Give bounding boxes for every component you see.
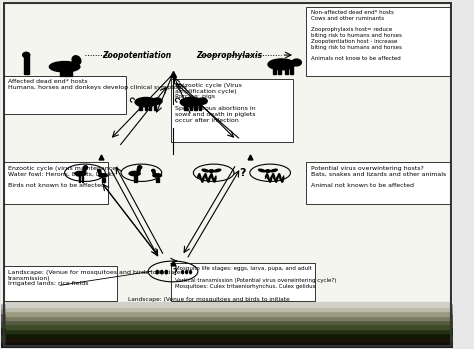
Ellipse shape [153, 174, 162, 177]
Text: Zooprophylaxis: Zooprophylaxis [196, 51, 263, 60]
FancyBboxPatch shape [4, 162, 108, 204]
Text: Potential virus overwintering hosts?
Bats, snakes and lizards and other animals
: Potential virus overwintering hosts? Bat… [311, 166, 446, 188]
Ellipse shape [268, 59, 295, 70]
Ellipse shape [198, 98, 207, 104]
Bar [6, 328, 448, 333]
Bar [6, 307, 448, 311]
Bar [6, 333, 448, 337]
FancyBboxPatch shape [171, 79, 293, 142]
Ellipse shape [135, 97, 157, 107]
Text: Epizootic cycle (Virus
amplification cycle)
Porcine: pigs

Spontaneous abortions: Epizootic cycle (Virus amplification cyc… [175, 83, 256, 122]
Text: ?: ? [173, 268, 178, 277]
Bar [284, 67, 288, 74]
Ellipse shape [99, 174, 108, 177]
Circle shape [152, 169, 155, 172]
Bar [27, 66, 28, 74]
Bar [1, 320, 453, 327]
FancyBboxPatch shape [4, 266, 117, 301]
Circle shape [23, 52, 30, 58]
Ellipse shape [49, 61, 80, 72]
Ellipse shape [99, 171, 101, 174]
Bar [1, 313, 453, 320]
Text: Affected dead end* hosts
Humans, horses and donkeys develop clinical symptoms: Affected dead end* hosts Humans, horses … [8, 79, 187, 90]
Bar [158, 178, 159, 182]
Bar [25, 66, 27, 74]
Bar [6, 337, 448, 342]
Text: Landscape: (Venue for mosquitoes and birds to initiate
transmission)
Irrigated l: Landscape: (Venue for mosquitoes and bir… [8, 270, 181, 286]
Ellipse shape [165, 270, 167, 274]
Bar [6, 341, 448, 346]
Bar [273, 67, 276, 74]
Circle shape [98, 169, 100, 172]
Bar [1, 1, 453, 303]
Circle shape [137, 166, 142, 169]
Bar [60, 68, 62, 76]
Ellipse shape [75, 171, 86, 176]
Bar [1, 306, 453, 313]
Ellipse shape [271, 169, 277, 172]
Ellipse shape [292, 59, 301, 66]
Ellipse shape [83, 168, 86, 172]
Ellipse shape [209, 170, 214, 172]
Bar [70, 68, 73, 76]
Ellipse shape [214, 169, 221, 172]
Text: Enzootic cycle (virus maintenance)
Water fowl: Herons, Egrets, Ducks

Birds not : Enzootic cycle (virus maintenance) Water… [8, 166, 118, 188]
Bar [66, 68, 69, 76]
Bar [134, 176, 135, 181]
Ellipse shape [265, 170, 270, 172]
Bar [139, 105, 142, 110]
Bar [1, 334, 453, 341]
Text: Zoopotentiation: Zoopotentiation [102, 51, 172, 60]
Ellipse shape [202, 169, 209, 172]
Bar [149, 105, 151, 110]
Bar [190, 105, 192, 110]
Bar [184, 105, 187, 110]
Bar [82, 176, 83, 181]
Bar [102, 178, 103, 182]
Ellipse shape [186, 270, 188, 274]
Bar [145, 105, 147, 110]
Ellipse shape [153, 98, 162, 104]
FancyBboxPatch shape [24, 56, 28, 66]
FancyBboxPatch shape [4, 76, 126, 114]
Text: ?: ? [239, 168, 246, 178]
Circle shape [83, 166, 88, 169]
Ellipse shape [190, 270, 191, 274]
Bar [1, 327, 453, 334]
Bar [6, 320, 448, 324]
Ellipse shape [180, 97, 202, 107]
Ellipse shape [72, 56, 81, 65]
Ellipse shape [129, 171, 140, 176]
Ellipse shape [161, 270, 163, 274]
Bar [199, 105, 201, 110]
Bar [6, 324, 448, 328]
Bar [6, 303, 448, 307]
Ellipse shape [153, 171, 155, 174]
Text: Mosquito life stages: eggs, larva, pupa, and adult

Vertical transmission (Poten: Mosquito life stages: eggs, larva, pupa,… [175, 266, 337, 289]
Bar [278, 67, 282, 74]
Bar [6, 315, 448, 320]
FancyBboxPatch shape [306, 7, 451, 76]
Bar [136, 176, 137, 181]
Ellipse shape [137, 168, 140, 172]
Bar [1, 301, 453, 308]
Bar [1, 341, 453, 348]
Bar [156, 178, 157, 182]
Bar [6, 311, 448, 315]
Bar [80, 176, 81, 181]
Bar [194, 105, 197, 110]
FancyBboxPatch shape [306, 162, 451, 204]
Text: Non-affected dead end* hosts
Cows and other ruminants

Zooprophylaxis host= redu: Non-affected dead end* hosts Cows and ot… [311, 10, 401, 61]
Bar [63, 68, 65, 76]
Ellipse shape [259, 169, 265, 172]
Ellipse shape [182, 270, 183, 274]
Bar [104, 178, 105, 182]
Bar [154, 105, 156, 110]
Bar [290, 67, 293, 74]
FancyBboxPatch shape [171, 263, 315, 301]
Ellipse shape [156, 270, 158, 274]
Text: Landscape: (Venue for mosquitoes and birds to initiate: Landscape: (Venue for mosquitoes and bir… [128, 297, 290, 303]
